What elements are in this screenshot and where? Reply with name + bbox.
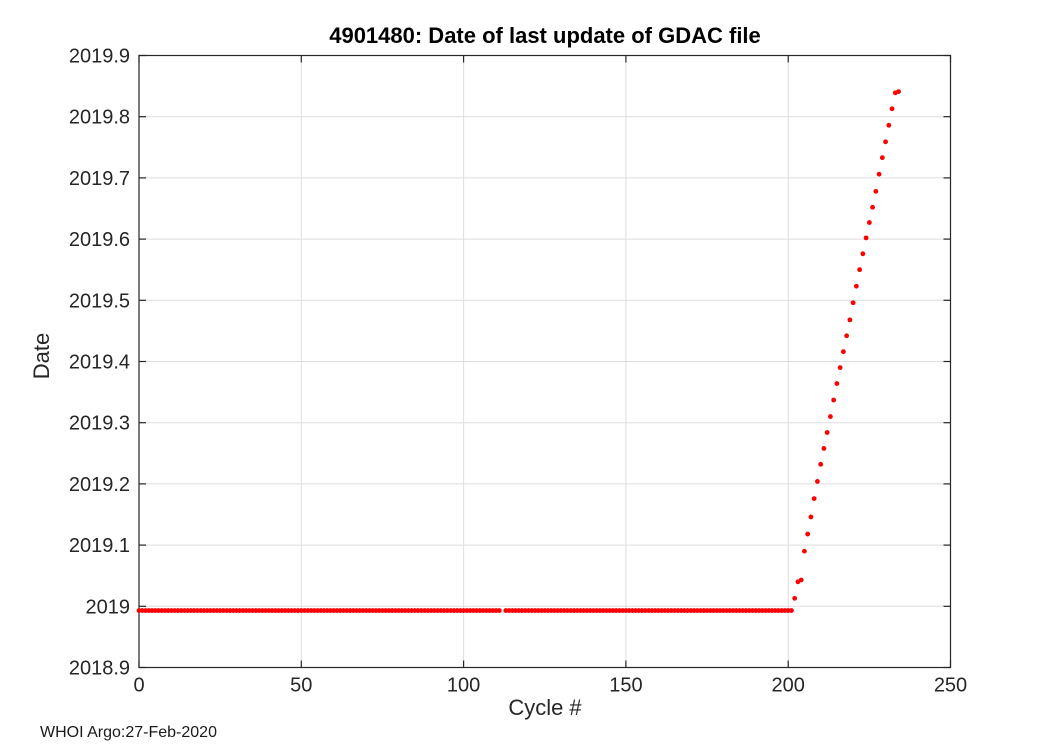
data-point [837,365,843,371]
data-point [896,89,901,95]
gridlines [138,55,951,668]
data-point [853,283,859,289]
y-tick-label: 2019.2 [69,474,130,496]
data-point [889,106,895,112]
data-point [850,300,856,306]
y-tick-label: 2018.9 [69,658,130,680]
y-tick-label: 2019 [86,596,131,618]
y-tick-label: 2019.5 [69,290,130,312]
data-point [840,349,846,355]
x-tick-label: 100 [447,675,480,697]
y-tick-label: 2019.7 [69,168,130,190]
data-point [847,317,853,323]
data-point [886,122,892,128]
y-tick-label: 2019.8 [69,107,130,129]
y-tick-label: 2019.3 [69,413,130,435]
x-tick-label: 200 [772,675,805,697]
data-point [870,204,875,210]
data-point [844,333,850,339]
y-tick-label: 2019.4 [69,352,130,374]
data-point [879,155,885,161]
y-tick-labels: 2018.9 2019 2019.1 2019.2 2019.3 2019.4 2019.5… [69,46,130,680]
data-point [805,531,811,537]
data-point [827,414,833,419]
data-point [876,171,882,177]
x-tick-label: 250 [934,675,967,697]
x-axis-label: Cycle # [508,695,582,720]
data-point [824,430,830,435]
data-point [496,608,502,613]
data-point [789,608,794,613]
data-points [136,89,901,613]
axis-ticks [138,54,952,669]
data-point [860,251,866,257]
data-point [818,461,824,467]
data-point [792,595,798,601]
data-point [802,548,807,554]
data-point [863,235,869,241]
x-tick-label: 50 [290,675,312,697]
data-point [866,220,872,225]
data-point [834,381,840,386]
data-point [873,188,879,194]
y-tick-label: 2019.1 [69,535,130,557]
data-point [883,139,888,145]
x-tick-label: 0 [133,675,144,697]
x-tick-labels: 0 50 100 150 200 250 [133,675,967,697]
y-tick-label: 2019.9 [69,46,130,68]
data-point [821,446,827,451]
watermark-text: WHOI Argo:27-Feb-2020 [40,724,217,741]
chart-title: 4901480: Date of last update of GDAC fil… [329,23,761,48]
data-point [857,267,863,273]
data-point [811,496,817,501]
y-tick-label: 2019.6 [69,229,130,251]
data-point [798,577,804,583]
data-point [831,397,837,403]
x-tick-label: 150 [609,675,642,697]
data-point [815,479,820,484]
y-axis-label: Date [29,332,54,380]
data-point [808,514,814,520]
